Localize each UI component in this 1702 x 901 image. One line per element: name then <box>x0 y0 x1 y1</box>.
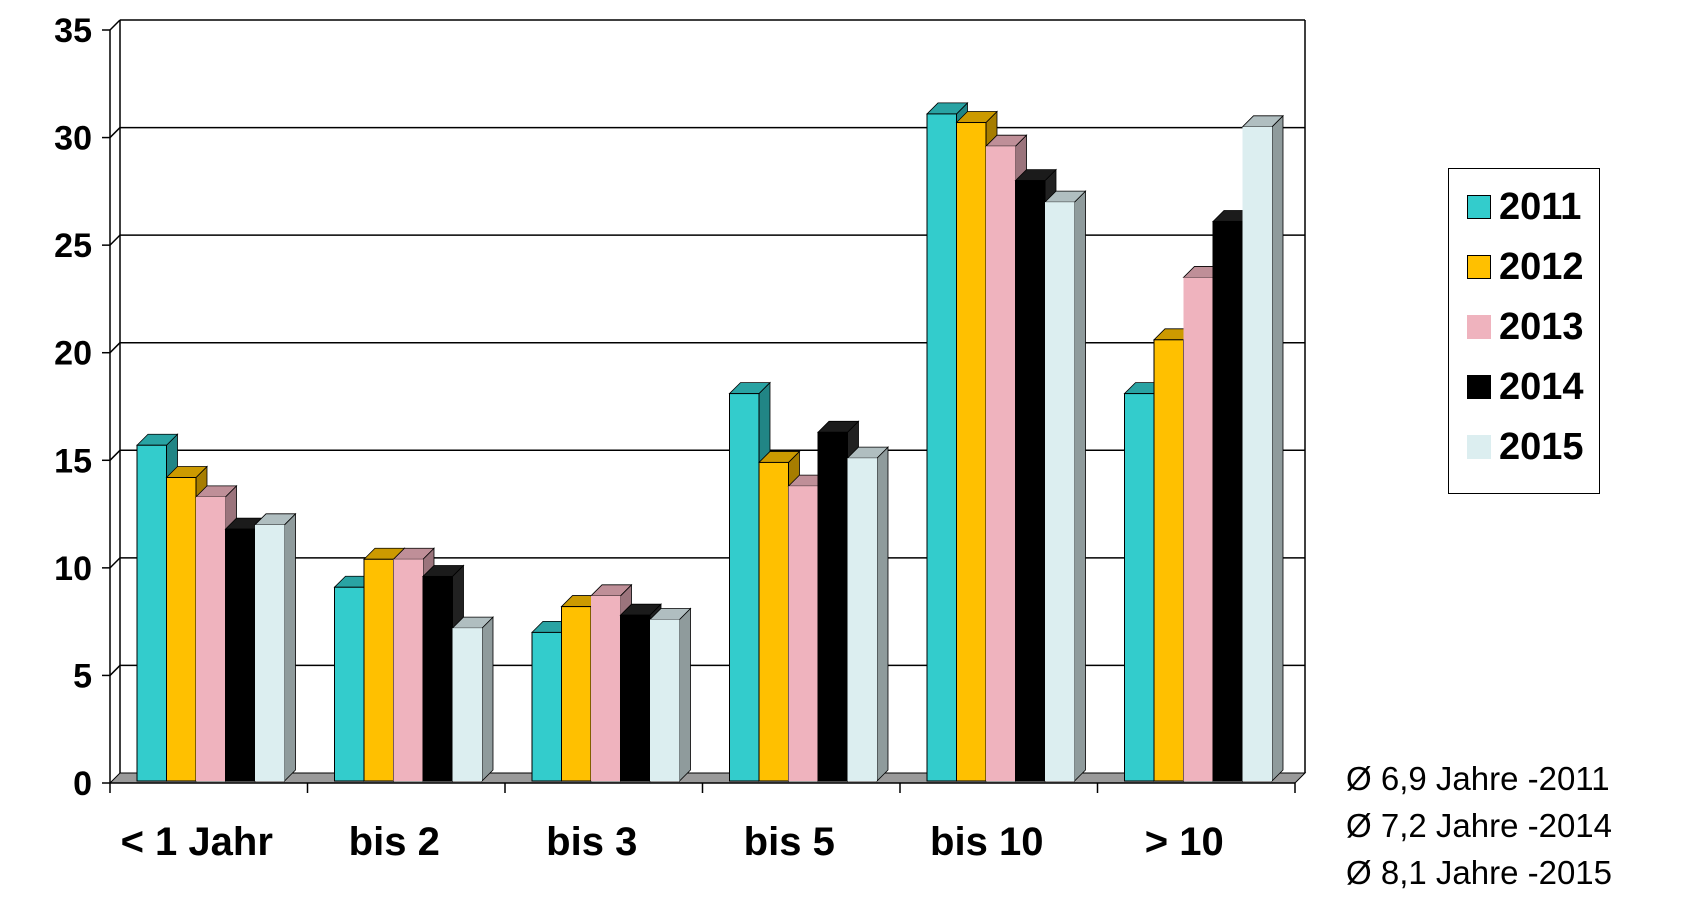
bar-front <box>926 113 957 782</box>
bar-side <box>679 607 691 782</box>
bar-front <box>1045 202 1075 782</box>
bar-front <box>136 444 167 782</box>
x-tick-label: bis 10 <box>930 820 1043 864</box>
bar-front <box>758 461 789 782</box>
y-tick-label: 10 <box>54 550 92 588</box>
bar-front <box>1212 220 1243 782</box>
legend-label: 2011 <box>1499 186 1582 228</box>
bar-front <box>1124 393 1155 782</box>
legend-swatch <box>1467 195 1491 219</box>
bar-2015-3 <box>846 446 889 782</box>
average-note-2011: Ø 6,9 Jahre -2011 <box>1346 760 1610 797</box>
bar-front <box>817 431 848 782</box>
bar-2015-2 <box>649 607 692 782</box>
average-note-2015: Ø 8,1 Jahre -2015 <box>1346 854 1612 891</box>
legend-label: 2013 <box>1499 306 1584 348</box>
bar-front <box>255 524 285 781</box>
gridline-side <box>109 342 121 354</box>
legend-item-2012: 2012 <box>1467 247 1584 287</box>
legend-label: 2014 <box>1499 366 1584 408</box>
bar-front <box>561 606 592 782</box>
x-tick-label: > 10 <box>1145 820 1224 864</box>
bar-front <box>531 631 562 782</box>
legend-item-2013: 2013 <box>1467 307 1584 347</box>
bar-front <box>166 476 197 782</box>
bar-front <box>1153 339 1184 782</box>
average-note-2014: Ø 7,2 Jahre -2014 <box>1346 807 1612 844</box>
bar-front <box>422 575 453 782</box>
bar-side <box>1271 114 1284 782</box>
y-tick-label: 15 <box>54 442 92 480</box>
x-tick-label: < 1 Jahr <box>121 820 273 864</box>
bar-front <box>1183 277 1213 781</box>
bar-side <box>1074 190 1086 782</box>
bar-front <box>591 595 621 781</box>
bar-2015-0 <box>254 512 297 782</box>
gridline-side <box>109 664 121 676</box>
gridline-side <box>109 127 121 139</box>
bar-front <box>363 558 394 782</box>
bar-front <box>1242 126 1272 782</box>
bar-side <box>876 446 889 782</box>
bar-2015-5 <box>1241 114 1284 782</box>
gridline-side <box>109 234 121 246</box>
bar-front <box>650 619 680 781</box>
gridline-side <box>109 449 121 461</box>
legend-item-2014: 2014 <box>1467 367 1584 407</box>
bar-side <box>481 616 494 782</box>
legend: 2011 2012 2013 2014 2015 <box>1448 168 1600 494</box>
legend-item-2015: 2015 <box>1467 427 1584 467</box>
bar-side <box>284 512 296 782</box>
y-tick-label: 20 <box>54 335 92 373</box>
bar-front <box>729 393 760 782</box>
axes: 0 5 10 15 20 25 30 35 < 1 Jahr bis 2 bis 3 bis 5 bis… <box>54 12 1296 864</box>
legend-item-2011: 2011 <box>1467 187 1581 227</box>
bar-front <box>986 146 1016 782</box>
legend-label: 2015 <box>1499 426 1584 468</box>
bar-front <box>620 614 651 782</box>
average-notes: Ø 6,9 Jahre -2011 Ø 7,2 Jahre -2014 Ø 8,… <box>1346 755 1612 896</box>
x-tick-label: bis 2 <box>349 820 440 864</box>
bar-front <box>452 628 482 781</box>
bar-2015-1 <box>451 616 494 782</box>
legend-swatch <box>1467 315 1491 339</box>
bar-front <box>847 458 877 781</box>
x-tick-label: bis 5 <box>744 820 835 864</box>
gridline-side <box>109 19 121 31</box>
bar-front <box>956 122 987 782</box>
y-tick-label: 5 <box>73 657 92 695</box>
bar-2015-4 <box>1044 190 1087 782</box>
bar-front <box>196 496 226 781</box>
bar-front <box>788 486 818 781</box>
y-tick-label: 30 <box>54 120 92 158</box>
legend-swatch <box>1467 375 1491 399</box>
legend-swatch <box>1467 255 1491 279</box>
bar-front <box>393 559 423 781</box>
y-tick-label: 25 <box>54 227 92 265</box>
gridline-side <box>109 557 121 569</box>
y-tick-label: 0 <box>73 765 92 803</box>
x-tick-label: bis 3 <box>546 820 637 864</box>
bar-front <box>1015 180 1046 782</box>
bar-front <box>225 528 256 782</box>
legend-label: 2012 <box>1499 246 1584 288</box>
bars <box>136 101 1284 782</box>
bar-front <box>334 586 365 782</box>
gridlines <box>109 19 1305 676</box>
y-tick-label: 35 <box>54 12 92 50</box>
legend-swatch <box>1467 435 1491 459</box>
